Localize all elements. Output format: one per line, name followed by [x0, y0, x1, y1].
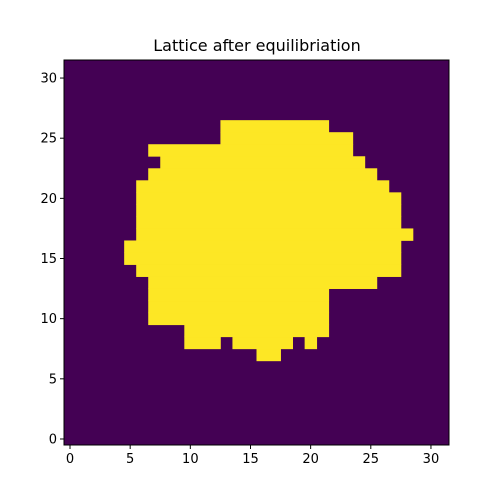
heatmap-cell-run: [160, 156, 366, 169]
heatmap-cell-run: [148, 168, 378, 181]
heatmap-cell-run: [124, 240, 402, 253]
heatmap-cell-run: [220, 132, 354, 145]
y-tick-label: 20: [40, 192, 57, 207]
x-tick-label: 20: [302, 452, 319, 467]
heatmap-cell-run: [136, 264, 402, 277]
heatmap-cell-run: [136, 192, 402, 205]
y-tick-label: 25: [40, 132, 57, 147]
plot-frame: [63, 59, 450, 446]
y-tick-label: 10: [40, 312, 57, 327]
heatmap-cell-run: [220, 120, 330, 133]
heatmap-cell-run: [136, 228, 414, 241]
heatmap-cell-run: [232, 336, 293, 350]
x-tick-label: 10: [182, 452, 199, 467]
heatmap-cell-run: [148, 300, 330, 314]
chart-title: Lattice after equilibriation: [153, 36, 360, 55]
heatmap-cell-run: [148, 312, 330, 326]
x-tick-label: 25: [363, 452, 380, 467]
y-tick-label: 0: [49, 432, 57, 447]
heatmap-cell-run: [304, 336, 318, 350]
x-tick-label: 15: [242, 452, 259, 467]
y-tick-label: 5: [49, 372, 57, 387]
heatmap-cell-run: [148, 288, 330, 302]
y-tick-label: 30: [40, 72, 57, 87]
x-tick-label: 30: [423, 452, 440, 467]
heatmap-cell-run: [184, 336, 221, 350]
heatmap-cell-run: [184, 324, 330, 338]
heatmap-cell-run: [136, 204, 402, 217]
axes: 0 5 10 15 20 25 30 0 5 10 15 20 25 30: [40, 59, 450, 467]
heatmap-cell-run: [124, 252, 402, 265]
heatmap-cell-run: [136, 180, 390, 193]
x-tick-label: 0: [66, 452, 74, 467]
heatmap-cell-run: [148, 144, 354, 157]
heatmap-cell-run: [136, 216, 402, 229]
y-tick-label: 15: [40, 252, 57, 267]
heatmap-cell-run: [148, 276, 378, 289]
heatmap-cell-run: [256, 348, 281, 362]
heatmap-cells: [64, 60, 449, 445]
x-tick-label: 5: [126, 452, 134, 467]
